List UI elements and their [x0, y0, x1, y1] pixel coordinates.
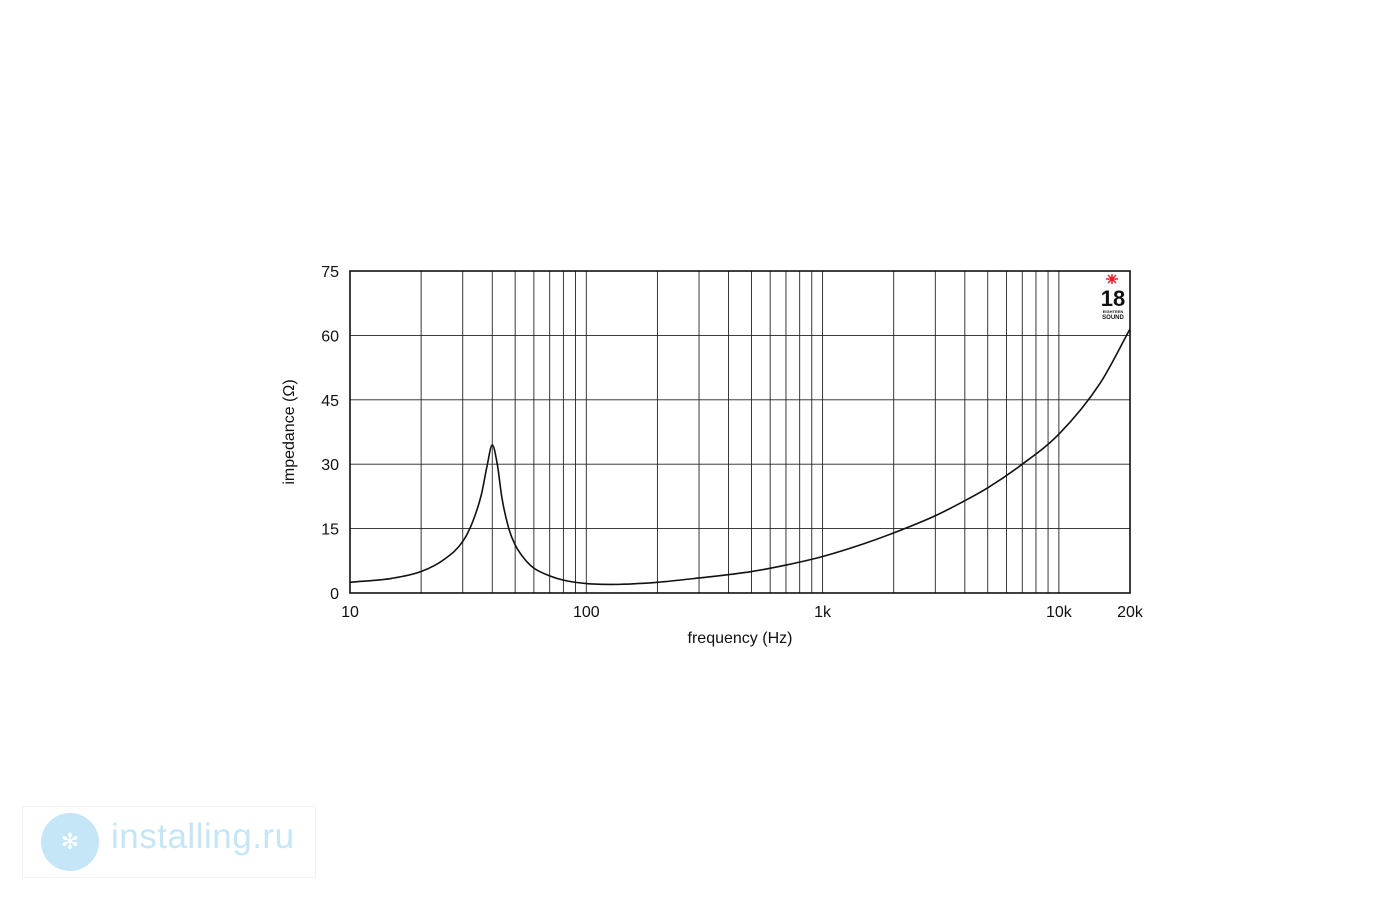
logo-brand-line2: SOUND [1102, 315, 1124, 321]
plot-frame [349, 270, 1131, 594]
y-tick-label: 15 [321, 522, 339, 539]
y-tick-label: 75 [321, 264, 339, 281]
logo-number: 18 [1101, 286, 1125, 311]
y-tick-label: 45 [321, 393, 339, 410]
y-axis-label: impedance (Ω) [281, 379, 298, 484]
x-tick-label: 10k [1046, 604, 1073, 621]
x-tick-label: 100 [573, 604, 600, 621]
x-tick-labels: 10 100 1k 10k 20k [341, 604, 1144, 621]
x-tick-label: 20k [1117, 604, 1144, 621]
watermark: ✻ installing.ru [22, 806, 316, 878]
star-burst-icon [1106, 274, 1118, 284]
x-tick-label: 10 [341, 604, 359, 621]
chart-grid [350, 271, 1130, 593]
y-tick-labels: 0 15 30 45 60 75 [321, 264, 339, 603]
brand-logo: 18 EIGHTEEN SOUND [1101, 274, 1125, 321]
snowflake-icon: ✻ [41, 813, 99, 871]
impedance-curve [349, 328, 1131, 586]
x-tick-label: 1k [814, 604, 832, 621]
x-axis-label: frequency (Hz) [688, 630, 793, 647]
y-tick-label: 0 [330, 586, 339, 603]
y-tick-label: 60 [321, 328, 339, 345]
logo-brand-line1: EIGHTEEN [1103, 309, 1124, 314]
watermark-text: installing.ru [111, 817, 295, 856]
y-tick-label: 30 [321, 457, 339, 474]
